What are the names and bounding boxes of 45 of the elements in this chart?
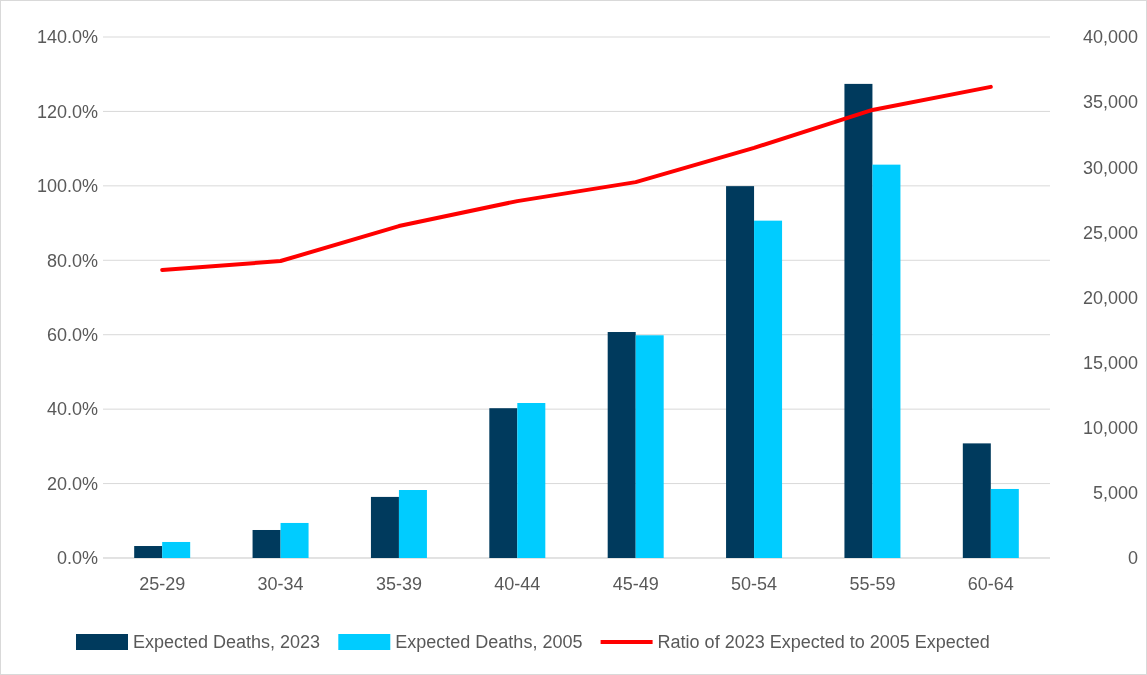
bar — [134, 546, 163, 558]
bar — [990, 488, 1019, 558]
bar — [635, 335, 664, 558]
bar — [726, 186, 755, 558]
x-tick-label: 30-34 — [257, 574, 304, 594]
y2-tick-label: 10,000 — [1082, 418, 1138, 439]
x-tick-label: 35-39 — [375, 574, 422, 594]
bar — [607, 332, 636, 558]
x-tick-label: 25-29 — [139, 574, 186, 594]
legend-label: Ratio of 2023 Expected to 2005 Expected — [657, 632, 990, 653]
y-tick-label: 0.0% — [56, 548, 98, 569]
bar — [962, 443, 991, 558]
y-tick-label: 100.0% — [36, 176, 98, 197]
legend-label: Expected Deaths, 2023 — [133, 632, 321, 653]
y-tick-label: 80.0% — [46, 250, 98, 271]
y-tick-label: 60.0% — [46, 325, 98, 346]
y-tick-label: 140.0% — [36, 27, 98, 48]
y-tick-label: 20.0% — [46, 473, 98, 494]
bar — [398, 490, 427, 558]
y2-tick-label: 0 — [1127, 548, 1138, 569]
y2-tick-label: 30,000 — [1082, 157, 1138, 178]
y2-tick-label: 20,000 — [1082, 287, 1138, 308]
bar — [370, 496, 399, 558]
bar — [517, 403, 546, 558]
y2-tick-label: 40,000 — [1082, 27, 1138, 48]
bar — [754, 220, 783, 558]
y2-tick-label: 35,000 — [1082, 92, 1138, 113]
x-tick-label: 55-59 — [849, 574, 896, 594]
x-tick-label: 60-64 — [967, 574, 1014, 594]
bar — [280, 522, 309, 558]
bar — [162, 541, 191, 558]
bar — [872, 164, 901, 558]
legend-label: Expected Deaths, 2005 — [395, 632, 583, 653]
x-tick-label: 40-44 — [494, 574, 541, 594]
bar — [252, 530, 281, 558]
y-tick-label: 40.0% — [46, 399, 98, 420]
line-series — [160, 84, 993, 272]
x-tick-label: 45-49 — [612, 574, 659, 594]
bar — [489, 408, 518, 558]
y-tick-label: 120.0% — [36, 101, 98, 122]
y2-tick-label: 5,000 — [1092, 483, 1138, 504]
y2-tick-label: 25,000 — [1082, 222, 1138, 243]
bar — [844, 83, 873, 558]
x-tick-label: 50-54 — [731, 574, 778, 594]
y2-tick-label: 15,000 — [1082, 352, 1138, 373]
